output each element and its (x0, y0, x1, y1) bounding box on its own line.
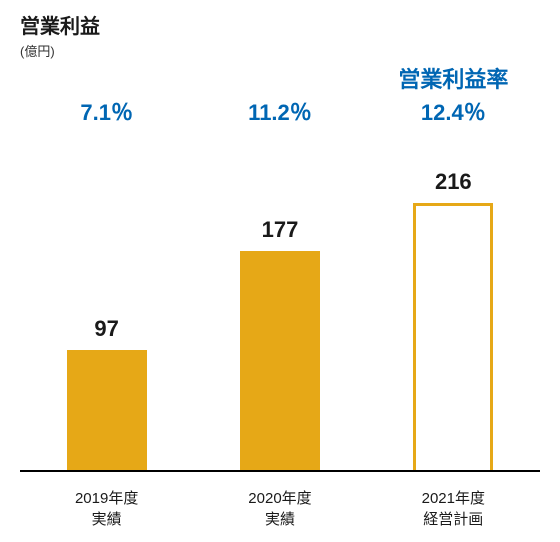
x-axis-label: 2020年度実績 (193, 488, 366, 530)
bar-group: 97 (20, 316, 193, 470)
chart-title: 営業利益 (20, 10, 540, 39)
bar-group: 216 (367, 169, 540, 471)
x-axis-label-line2: 実績 (20, 509, 193, 530)
x-axis-labels: 2019年度実績2020年度実績2021年度経営計画 (20, 488, 540, 530)
bar-value-label: 216 (435, 169, 472, 195)
x-axis-label: 2019年度実績 (20, 488, 193, 530)
rate-row: 7.1％11.2％12.4％ (20, 95, 540, 127)
bar (67, 350, 147, 470)
bar-value-label: 97 (94, 316, 118, 342)
rate-header-label: 営業利益率 (367, 62, 540, 94)
bar-value-label: 177 (262, 217, 299, 243)
bar-group: 177 (193, 217, 366, 470)
rate-value: 7.1％ (20, 95, 193, 127)
x-axis-label-line2: 実績 (193, 509, 366, 530)
bar (240, 251, 320, 470)
bar-chart-area: 97 177 216 (20, 150, 540, 472)
rate-value: 11.2％ (193, 95, 366, 127)
x-axis-label-line1: 2019年度 (20, 488, 193, 509)
x-axis-label: 2021年度経営計画 (367, 488, 540, 530)
bar (413, 203, 493, 471)
rate-value: 12.4％ (367, 95, 540, 127)
x-axis-label-line2: 経営計画 (367, 509, 540, 530)
x-axis-label-line1: 2020年度 (193, 488, 366, 509)
x-axis-label-line1: 2021年度 (367, 488, 540, 509)
chart-unit: (億円) (20, 41, 540, 60)
